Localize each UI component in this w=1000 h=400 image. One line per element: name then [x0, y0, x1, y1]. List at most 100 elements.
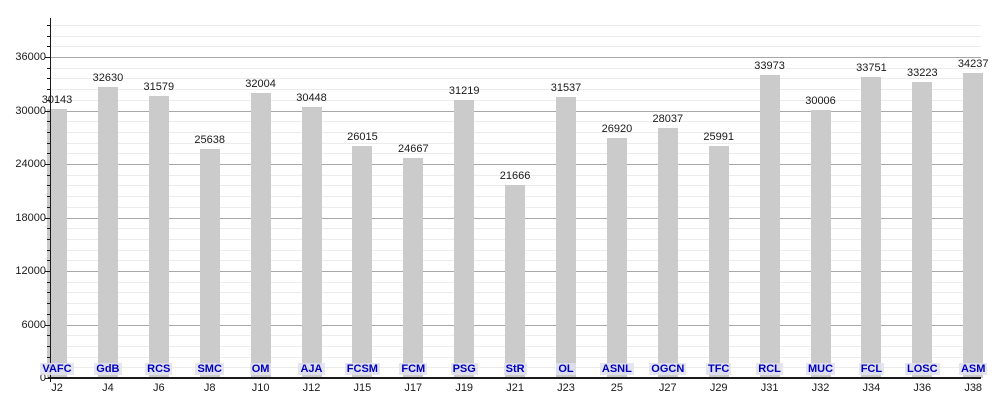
- y-minor-tick-mark: [47, 335, 50, 337]
- team-label: ASNL: [585, 362, 649, 376]
- x-tick-label: J36: [913, 382, 932, 394]
- bar-value-label: 25638: [194, 134, 225, 147]
- y-tick-label: 30000: [15, 104, 46, 117]
- y-minor-tick-mark: [47, 89, 50, 91]
- team-label: OM: [229, 362, 293, 376]
- bar: [861, 77, 882, 378]
- y-minor-tick-mark: [47, 174, 50, 176]
- minor-gridline: [50, 174, 981, 176]
- x-tick-label: 25: [610, 382, 624, 394]
- y-minor-tick-mark: [47, 24, 50, 26]
- x-axis-line: [48, 377, 981, 379]
- minor-gridline: [50, 99, 981, 101]
- x-tick-label: J10: [251, 382, 270, 394]
- y-tick-mark: [45, 110, 50, 112]
- y-minor-tick-mark: [47, 303, 50, 305]
- y-tick-mark: [45, 164, 50, 165]
- x-tick-label: J4: [102, 382, 114, 394]
- bar-value-label: 30006: [805, 95, 836, 108]
- major-gridline: [50, 57, 981, 58]
- team-label: ASM: [941, 362, 1000, 376]
- x-tick-label: J21: [506, 382, 524, 394]
- team-label: VAFC: [25, 362, 89, 376]
- y-minor-tick-mark: [47, 35, 50, 37]
- minor-gridline: [50, 89, 981, 91]
- bar: [199, 149, 220, 378]
- x-tick-label: J8: [203, 382, 216, 394]
- minor-gridline: [50, 78, 981, 80]
- team-label: PSG: [432, 362, 496, 376]
- bar-value-label: 21666: [499, 169, 531, 182]
- team-label: SMC: [178, 362, 242, 376]
- team-label-text: AJA: [298, 363, 325, 375]
- x-tick-label: J31: [760, 382, 779, 394]
- team-label-text: OM: [249, 363, 272, 375]
- y-tick-mark: [45, 217, 50, 219]
- x-tick-label: J2: [51, 382, 63, 394]
- bar-value-label: 33223: [907, 66, 938, 79]
- bar: [963, 72, 984, 378]
- y-minor-tick-mark: [47, 228, 50, 230]
- y-tick-label: 36000: [15, 51, 46, 63]
- team-label-text: SMC: [195, 363, 224, 375]
- bar-value-label: 25991: [703, 131, 734, 144]
- bar: [708, 146, 729, 378]
- y-tick-mark: [45, 378, 50, 379]
- y-minor-tick-mark: [47, 249, 50, 251]
- minor-gridline: [50, 131, 981, 133]
- bar: [148, 96, 169, 378]
- y-tick-label: 6000: [21, 318, 46, 331]
- y-minor-tick-mark: [47, 142, 50, 144]
- team-label: RCL: [738, 362, 802, 376]
- x-tick-label: J17: [404, 382, 423, 394]
- bar-value-label: 30143: [41, 94, 73, 107]
- team-label: LOSC: [890, 362, 954, 376]
- bar-value-label: 31219: [448, 84, 480, 97]
- y-minor-tick-mark: [47, 196, 50, 198]
- y-minor-tick-mark: [47, 78, 50, 80]
- team-label: TFC: [687, 362, 751, 376]
- y-tick-mark: [45, 271, 50, 272]
- x-tick-label: J34: [862, 382, 881, 394]
- y-minor-tick-mark: [47, 345, 50, 347]
- bar-value-label: 31537: [550, 81, 582, 94]
- bar-value-label: 26920: [601, 123, 633, 135]
- bar: [759, 75, 780, 378]
- bar-value-label: 26015: [347, 131, 378, 143]
- bar: [810, 110, 831, 378]
- bar: [556, 96, 576, 378]
- team-label: OL: [534, 362, 598, 376]
- minor-gridline: [50, 24, 981, 26]
- minor-gridline: [50, 35, 981, 37]
- x-tick-label: J27: [658, 382, 677, 394]
- team-label-text: FCL: [858, 363, 885, 375]
- x-tick-label: J23: [557, 382, 575, 394]
- y-axis-line: [50, 18, 51, 382]
- team-label-text: OGCN: [649, 363, 687, 375]
- team-label-text: TFC: [705, 363, 732, 375]
- team-label-text: RCL: [756, 363, 783, 375]
- bar-value-label: 24667: [398, 143, 429, 156]
- y-tick-mark: [45, 324, 50, 326]
- y-minor-tick-mark: [47, 185, 50, 187]
- y-minor-tick-mark: [47, 131, 50, 133]
- team-label: FCM: [381, 362, 445, 376]
- team-label-text: MUC: [805, 363, 836, 375]
- y-minor-tick-mark: [47, 99, 50, 101]
- bar: [454, 99, 475, 378]
- x-tick-label: J32: [811, 382, 830, 394]
- x-tick-label: J29: [709, 382, 728, 394]
- y-tick-label: 18000: [15, 211, 46, 224]
- team-label-text: LOSC: [905, 363, 940, 375]
- team-label-text: ASNL: [599, 363, 634, 375]
- x-tick-label: J19: [455, 382, 474, 394]
- team-label-text: StR: [503, 363, 527, 375]
- bar: [301, 106, 322, 378]
- team-label: FCSM: [330, 362, 394, 376]
- y-minor-tick-mark: [47, 153, 50, 155]
- bar-value-label: 31579: [143, 81, 175, 94]
- team-label: StR: [483, 362, 547, 376]
- bar-value-label: 32630: [92, 72, 124, 84]
- y-minor-tick-mark: [47, 292, 50, 294]
